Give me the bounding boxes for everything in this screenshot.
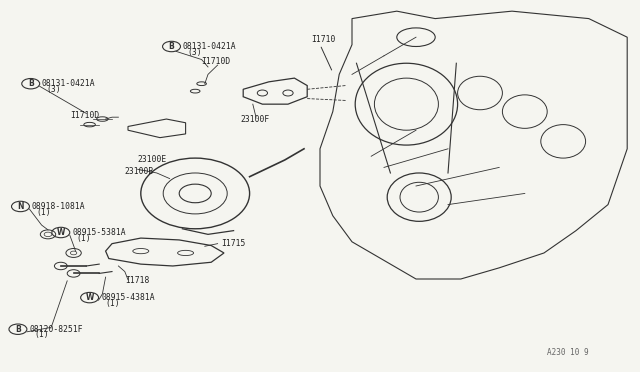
Text: (3): (3): [187, 48, 202, 57]
Text: I1710: I1710: [311, 35, 335, 44]
Text: W: W: [56, 228, 65, 237]
Text: 08120-8251F: 08120-8251F: [29, 325, 83, 334]
Text: 08915-4381A: 08915-4381A: [101, 293, 155, 302]
Text: 23100E: 23100E: [138, 155, 167, 164]
Text: I1718: I1718: [125, 276, 149, 285]
Text: (1): (1): [36, 208, 51, 217]
Text: I1715: I1715: [221, 239, 245, 248]
Text: 23100F: 23100F: [240, 115, 269, 124]
Text: B: B: [28, 79, 33, 88]
Text: (1): (1): [34, 330, 49, 339]
Text: B: B: [15, 325, 20, 334]
Text: W: W: [85, 293, 94, 302]
Text: 08131-0421A: 08131-0421A: [42, 79, 95, 88]
Text: 23100B: 23100B: [125, 167, 154, 176]
Text: N: N: [17, 202, 24, 211]
Text: 08131-0421A: 08131-0421A: [182, 42, 236, 51]
Text: I1710D: I1710D: [70, 111, 99, 120]
Text: (3): (3): [46, 85, 61, 94]
Text: I1710D: I1710D: [202, 57, 231, 66]
Text: (1): (1): [77, 234, 92, 243]
Text: (1): (1): [106, 299, 120, 308]
Text: 08918-1081A: 08918-1081A: [32, 202, 86, 211]
Text: 08915-5381A: 08915-5381A: [72, 228, 126, 237]
Text: B: B: [169, 42, 174, 51]
Text: A230 10 9: A230 10 9: [547, 348, 589, 357]
